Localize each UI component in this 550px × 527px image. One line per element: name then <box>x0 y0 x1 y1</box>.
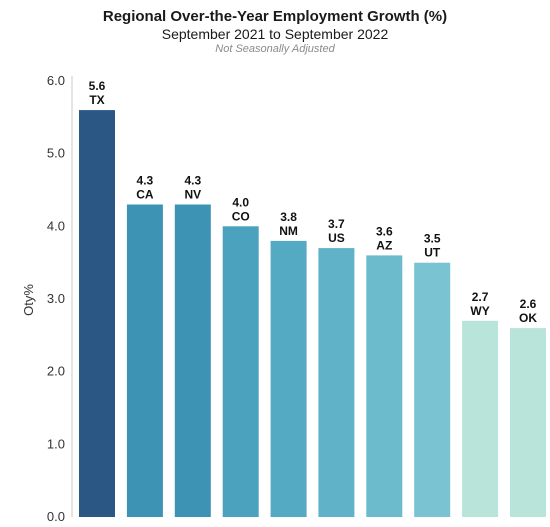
bar-tx <box>79 110 115 517</box>
bar-value-label: 4.3 <box>184 174 201 188</box>
bar-category-label: WY <box>470 304 489 318</box>
bar-us <box>318 248 355 517</box>
bar-nm <box>270 240 307 517</box>
bar-ca <box>126 204 163 517</box>
bar-category-label: NM <box>279 224 298 238</box>
bar-ut <box>414 262 451 517</box>
bar-category-label: TX <box>89 93 104 107</box>
bar-value-label: 4.0 <box>232 195 249 209</box>
chart-note: Not Seasonally Adjusted <box>215 43 335 55</box>
y-axis-title: Oty% <box>21 284 36 316</box>
bar-value-label: 2.6 <box>520 297 537 311</box>
bar-value-label: 3.5 <box>424 232 441 246</box>
bar-az <box>366 255 403 517</box>
bar-category-label: UT <box>424 246 441 260</box>
y-tick-label: 6.0 <box>47 73 65 88</box>
bar-ok <box>510 328 546 517</box>
y-tick-label: 1.0 <box>47 436 65 451</box>
chart-title: Regional Over-the-Year Employment Growth… <box>102 8 448 25</box>
bar-nv <box>174 204 211 517</box>
bar-category-label: NV <box>184 188 201 202</box>
bar-value-label: 3.8 <box>280 210 297 224</box>
chart-header: Regional Over-the-Year Employment Growth… <box>0 0 550 55</box>
chart-subtitle: September 2021 to September 2022 <box>161 26 389 42</box>
y-axis-ticks: 0.0 1.0 2.0 3.0 4.0 5.0 6.0 <box>47 73 65 524</box>
bar-category-label: OK <box>519 311 537 325</box>
y-tick-label: 3.0 <box>47 291 65 306</box>
bar-co <box>222 226 259 518</box>
bar-category-label: CA <box>136 188 154 202</box>
y-tick-label: 0.0 <box>47 509 65 524</box>
bar-value-label: 4.3 <box>137 174 154 188</box>
bars-group <box>79 110 546 518</box>
bar-wy <box>462 320 499 517</box>
bar-category-label: AZ <box>376 238 392 252</box>
y-tick-label: 4.0 <box>47 218 65 233</box>
y-tick-label: 2.0 <box>47 364 65 379</box>
bar-value-label: 3.7 <box>328 217 345 231</box>
bar-value-label: 2.7 <box>472 290 489 304</box>
bar-value-label: 3.6 <box>376 224 393 238</box>
y-tick-label: 5.0 <box>47 146 65 161</box>
bar-category-label: US <box>328 231 345 245</box>
bar-value-label: 5.6 <box>89 79 106 93</box>
bar-category-label: CO <box>232 209 250 223</box>
